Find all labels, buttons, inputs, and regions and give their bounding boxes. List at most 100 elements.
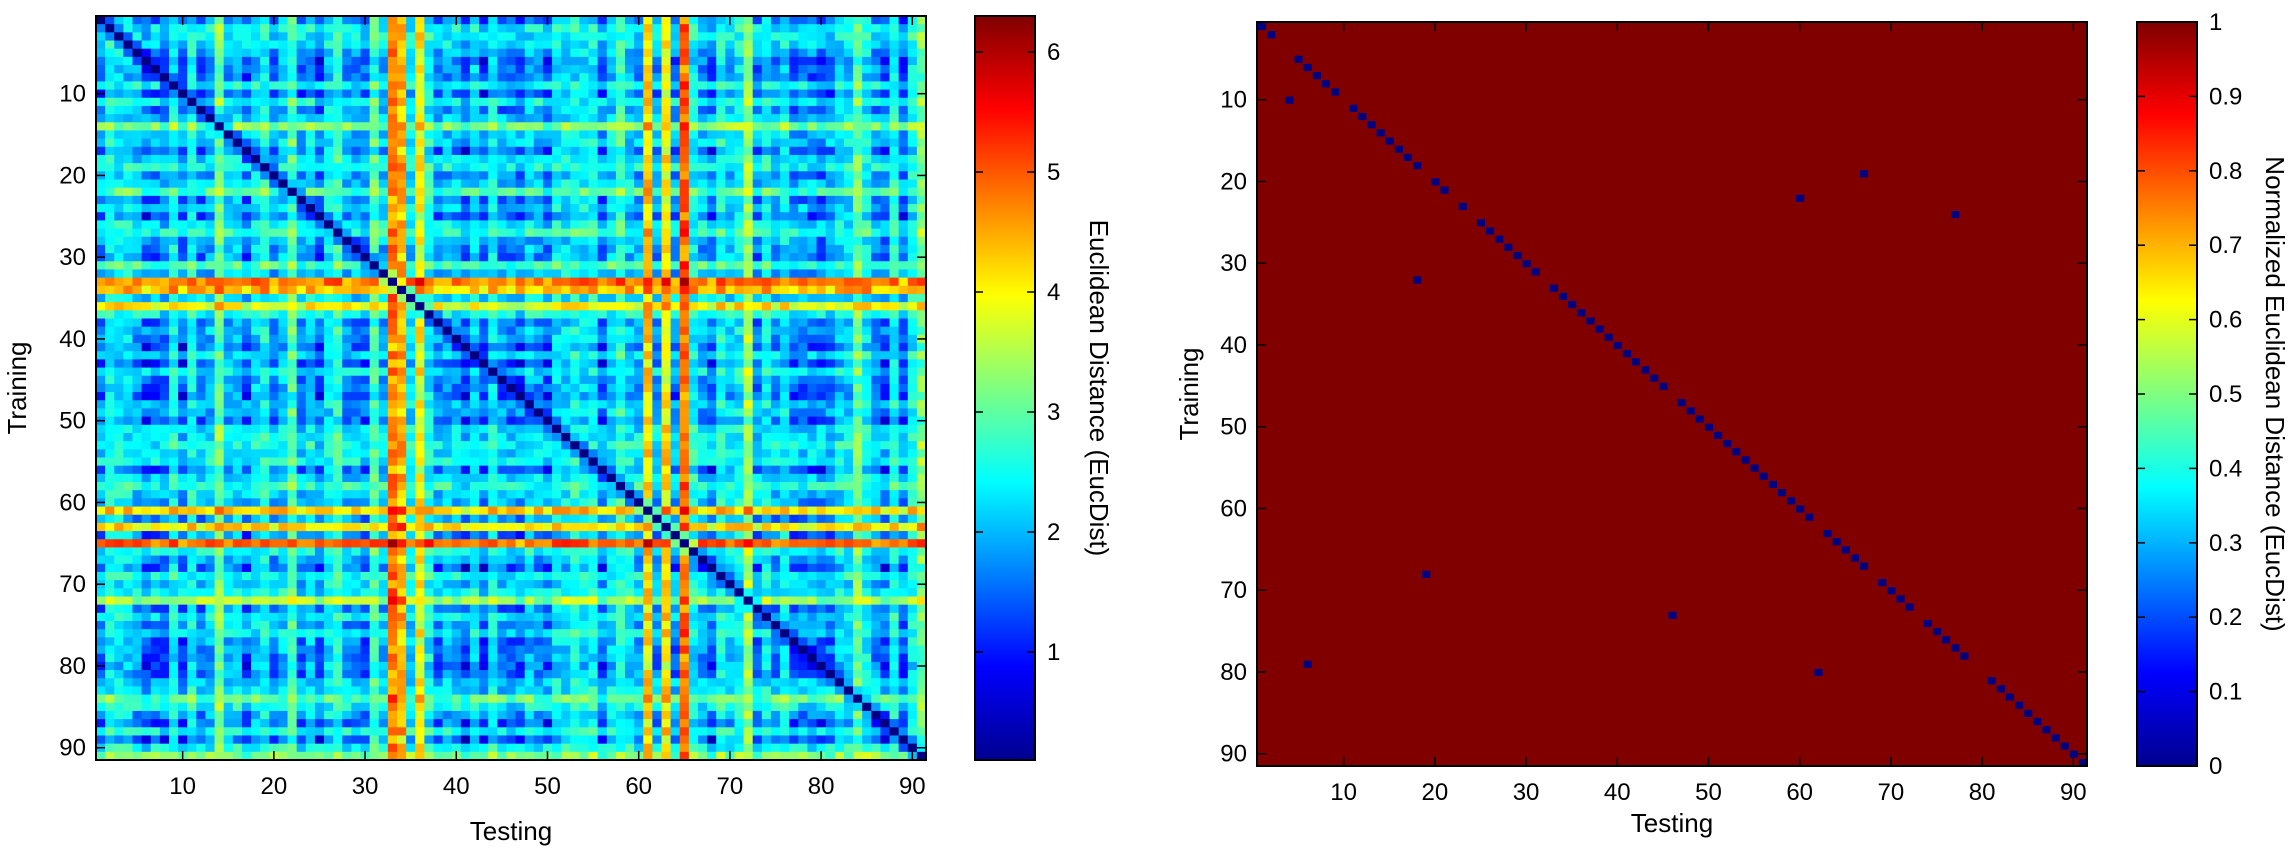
left-heatmap-cell: [533, 163, 544, 172]
left-heatmap-cell: [497, 457, 508, 467]
left-heatmap-cell: [770, 105, 781, 115]
left-heatmap-cell: [305, 195, 316, 205]
left-heatmap-cell: [834, 416, 845, 426]
left-heatmap-cell: [652, 408, 663, 418]
left-heatmap-cell: [260, 367, 270, 377]
left-heatmap-cell: [351, 187, 362, 197]
left-heatmap-cell: [752, 285, 763, 295]
left-heatmap-cell: [296, 122, 307, 132]
left-heatmap-cell: [150, 359, 161, 369]
left-heatmap-cell: [105, 424, 115, 434]
left-heatmap-cell: [178, 318, 188, 328]
left-heatmap-cell: [387, 302, 398, 311]
left-heatmap-cell: [825, 220, 836, 230]
left-heatmap-cell: [232, 457, 243, 467]
left-heatmap-cell: [862, 171, 872, 181]
left-heatmap-cell: [679, 432, 690, 442]
left-heatmap-cell: [305, 105, 316, 115]
left-heatmap-cell: [150, 163, 161, 172]
left-heatmap-cell: [378, 359, 389, 369]
left-heatmap-cell: [159, 56, 170, 66]
left-heatmap-cell: [770, 392, 781, 401]
left-heatmap-cell: [424, 367, 435, 377]
left-heatmap-cell: [716, 269, 726, 279]
left-heatmap-cell: [278, 367, 289, 377]
left-heatmap-cell: [770, 261, 781, 271]
left-heatmap-cell: [697, 392, 708, 401]
left-heatmap-cell: [789, 204, 799, 213]
left-heatmap-cell: [907, 318, 918, 328]
left-heatmap-cell: [661, 367, 672, 377]
left-heatmap-cell: [697, 65, 708, 74]
left-heatmap-cell: [469, 441, 480, 450]
left-heatmap-cell: [260, 432, 270, 442]
left-heatmap-cell: [625, 375, 635, 385]
left-heatmap-cell: [652, 154, 663, 164]
left-heatmap-cell: [324, 228, 334, 238]
left-heatmap-cell: [260, 326, 270, 336]
left-heatmap-cell: [789, 97, 799, 107]
left-heatmap-cell: [542, 334, 553, 344]
left-heatmap-cell: [871, 220, 881, 230]
left-heatmap-cell: [141, 56, 152, 66]
left-heatmap-cell: [351, 416, 362, 426]
left-heatmap-cell: [761, 424, 772, 434]
left-heatmap-cell: [761, 269, 772, 279]
left-heatmap-cell: [488, 277, 498, 287]
left-heatmap-cell: [898, 261, 909, 271]
left-heatmap-cell: [406, 24, 416, 33]
left-heatmap-cell: [679, 326, 690, 336]
left-heatmap-cell: [141, 154, 152, 164]
left-heatmap-cell: [615, 163, 626, 172]
left-heatmap-cell: [625, 48, 635, 58]
left-heatmap-cell: [625, 359, 635, 369]
left-heatmap-cell: [260, 32, 270, 42]
left-heatmap-cell: [460, 318, 471, 328]
left-heatmap-cell: [597, 146, 608, 156]
left-heatmap-cell: [643, 16, 653, 25]
left-heatmap-cell: [789, 457, 799, 467]
left-heatmap-cell: [469, 179, 480, 189]
left-heatmap-cell: [789, 130, 799, 140]
left-heatmap-cell: [305, 326, 316, 336]
left-heatmap-cell: [807, 212, 818, 221]
left-heatmap-cell: [150, 310, 161, 320]
left-heatmap-cell: [159, 122, 170, 132]
left-heatmap-cell: [716, 351, 726, 360]
left-heatmap-cell: [105, 163, 115, 172]
left-heatmap-cell: [278, 32, 289, 42]
left-heatmap-cell: [278, 457, 289, 467]
left-heatmap-cell: [606, 204, 617, 213]
left-heatmap-cell: [442, 432, 453, 442]
left-heatmap-cell: [278, 146, 289, 156]
left-heatmap-cell: [570, 343, 581, 352]
left-heatmap-cell: [615, 187, 626, 197]
left-heatmap-cell: [862, 343, 872, 352]
left-heatmap-cell: [424, 326, 435, 336]
left-heatmap-cell: [853, 179, 863, 189]
left-heatmap-cell: [588, 432, 599, 442]
left-heatmap-cell: [241, 375, 252, 385]
left-heatmap-cell: [871, 81, 881, 91]
left-heatmap-cell: [707, 130, 717, 140]
left-heatmap-cell: [716, 187, 726, 197]
left-heatmap-cell: [387, 269, 398, 279]
left-heatmap-cell: [625, 457, 635, 467]
left-heatmap-cell: [588, 293, 599, 303]
left-heatmap-cell: [515, 138, 526, 148]
left-heatmap-cell: [807, 449, 818, 459]
left-heatmap-cell: [260, 163, 270, 172]
left-heatmap-cell: [223, 400, 234, 410]
left-heatmap-cell: [296, 375, 307, 385]
left-heatmap-cell: [853, 432, 863, 442]
left-heatmap-cell: [597, 228, 608, 238]
left-heatmap-cell: [752, 326, 763, 336]
left-heatmap-cell: [707, 81, 717, 91]
left-heatmap-cell: [351, 432, 362, 442]
left-heatmap-cell: [342, 392, 352, 401]
left-heatmap-cell: [351, 146, 362, 156]
left-heatmap-cell: [168, 40, 179, 50]
left-heatmap-cell: [889, 293, 900, 303]
left-heatmap-cell: [533, 441, 544, 450]
left-heatmap-cell: [615, 16, 626, 25]
